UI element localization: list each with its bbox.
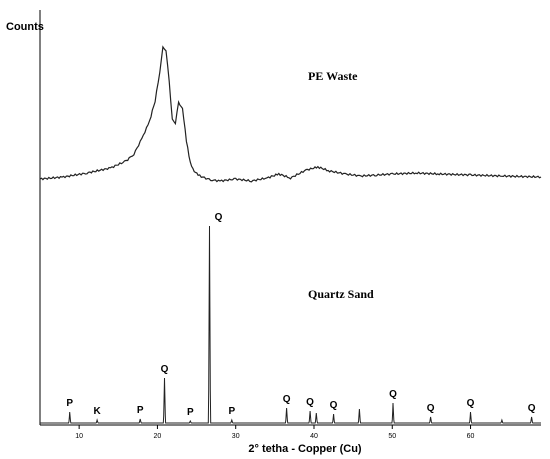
peak-label: P — [228, 406, 235, 417]
peak-label: Q — [427, 403, 435, 414]
peak-label: P — [137, 405, 144, 416]
peak-label: Q — [330, 400, 338, 411]
x-tick-label: 10 — [75, 433, 83, 440]
x-axis-label: 2° tetha - Copper (Cu) — [248, 443, 362, 455]
x-tick-label: 50 — [388, 433, 396, 440]
annotation-quartz-sand: Quartz Sand — [308, 287, 374, 301]
peak-label: K — [94, 406, 102, 417]
x-axis-ticks: 10 20 30 40 50 60 — [75, 425, 475, 440]
peak-label: Q — [467, 398, 475, 409]
x-tick-label: 30 — [232, 433, 240, 440]
peak-label: Q — [306, 397, 314, 408]
series-line-pe-waste — [39, 45, 542, 183]
x-tick-label: 20 — [154, 433, 162, 440]
peak-label: Q — [528, 403, 536, 414]
peak-label: Q — [215, 212, 223, 223]
peak-label: Q — [283, 394, 291, 405]
series-line-quartz-sand — [40, 225, 541, 424]
peak-label: Q — [389, 389, 397, 400]
peak-label: Q — [161, 364, 169, 375]
peak-label: P — [66, 398, 73, 409]
x-tick-label: 60 — [467, 433, 475, 440]
peak-labels: P K P Q P Q P Q Q Q Q Q Q Q — [66, 212, 535, 418]
y-axis-label: Counts — [6, 21, 44, 33]
peak-label: P — [187, 407, 194, 418]
x-tick-label: 40 — [310, 433, 318, 440]
annotation-pe-waste: PE Waste — [308, 69, 358, 83]
